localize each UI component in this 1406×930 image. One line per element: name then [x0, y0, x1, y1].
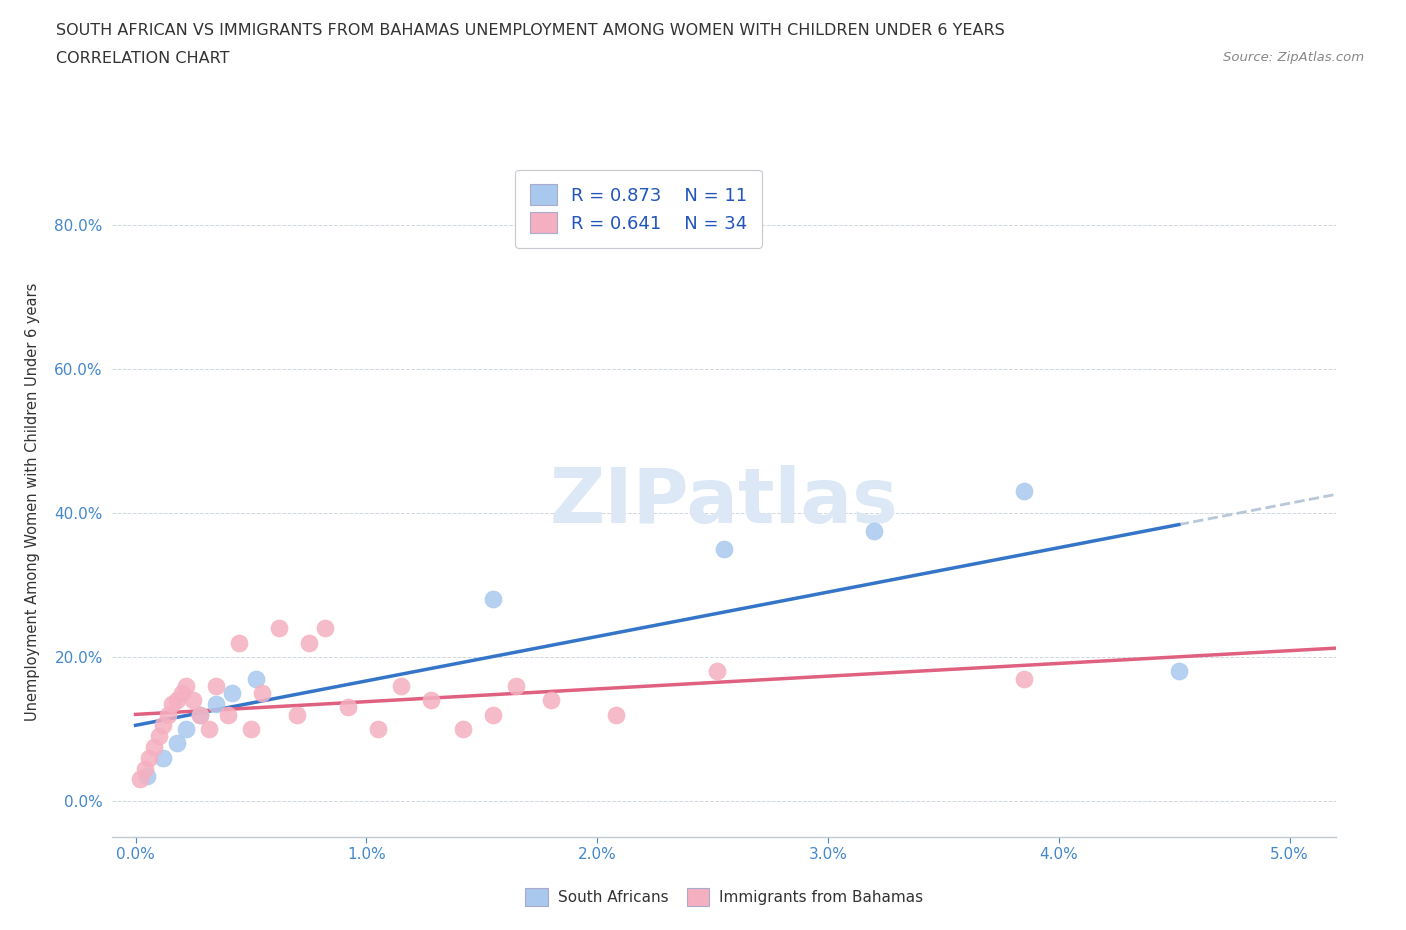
Point: [134, 761, 156, 776]
Point: [239, 722, 262, 737]
Point: [170, 685, 193, 700]
Point: [152, 718, 174, 733]
Point: [136, 768, 159, 783]
Point: [198, 722, 221, 737]
Point: [152, 751, 174, 765]
Point: [505, 678, 527, 693]
Text: SOUTH AFRICAN VS IMMIGRANTS FROM BAHAMAS UNEMPLOYMENT AMONG WOMEN WITH CHILDREN : SOUTH AFRICAN VS IMMIGRANTS FROM BAHAMAS…: [56, 23, 1005, 38]
Point: [205, 678, 228, 693]
Point: [221, 685, 243, 700]
Point: [228, 635, 250, 650]
Point: [482, 707, 505, 722]
Point: [389, 678, 412, 693]
Text: Source: ZipAtlas.com: Source: ZipAtlas.com: [1223, 51, 1364, 64]
Point: [367, 722, 389, 737]
Point: [1167, 664, 1189, 679]
Point: [314, 620, 336, 635]
Point: [713, 541, 735, 556]
Point: [267, 620, 290, 635]
Point: [252, 685, 274, 700]
Point: [298, 635, 321, 650]
Point: [166, 693, 188, 708]
Text: ZIPatlas: ZIPatlas: [550, 465, 898, 539]
Point: [188, 707, 211, 722]
Point: [1012, 484, 1035, 498]
Point: [245, 671, 267, 686]
Point: [540, 693, 562, 708]
Point: [156, 707, 179, 722]
Point: [138, 751, 160, 765]
Point: [482, 592, 505, 607]
Text: CORRELATION CHART: CORRELATION CHART: [56, 51, 229, 66]
Point: [162, 697, 184, 711]
Point: [143, 739, 166, 754]
Point: [1012, 671, 1035, 686]
Point: [205, 697, 228, 711]
Point: [863, 524, 886, 538]
Point: [420, 693, 443, 708]
Point: [453, 722, 475, 737]
Point: [336, 700, 359, 715]
Y-axis label: Unemployment Among Women with Children Under 6 years: Unemployment Among Women with Children U…: [25, 283, 41, 722]
Point: [129, 772, 152, 787]
Point: [148, 729, 170, 744]
Point: [176, 722, 198, 737]
Point: [706, 664, 728, 679]
Point: [176, 678, 198, 693]
Legend: South Africans, Immigrants from Bahamas: South Africans, Immigrants from Bahamas: [515, 877, 934, 916]
Point: [181, 693, 204, 708]
Point: [166, 736, 188, 751]
Point: [217, 707, 239, 722]
Point: [285, 707, 308, 722]
Point: [605, 707, 627, 722]
Point: [188, 707, 211, 722]
